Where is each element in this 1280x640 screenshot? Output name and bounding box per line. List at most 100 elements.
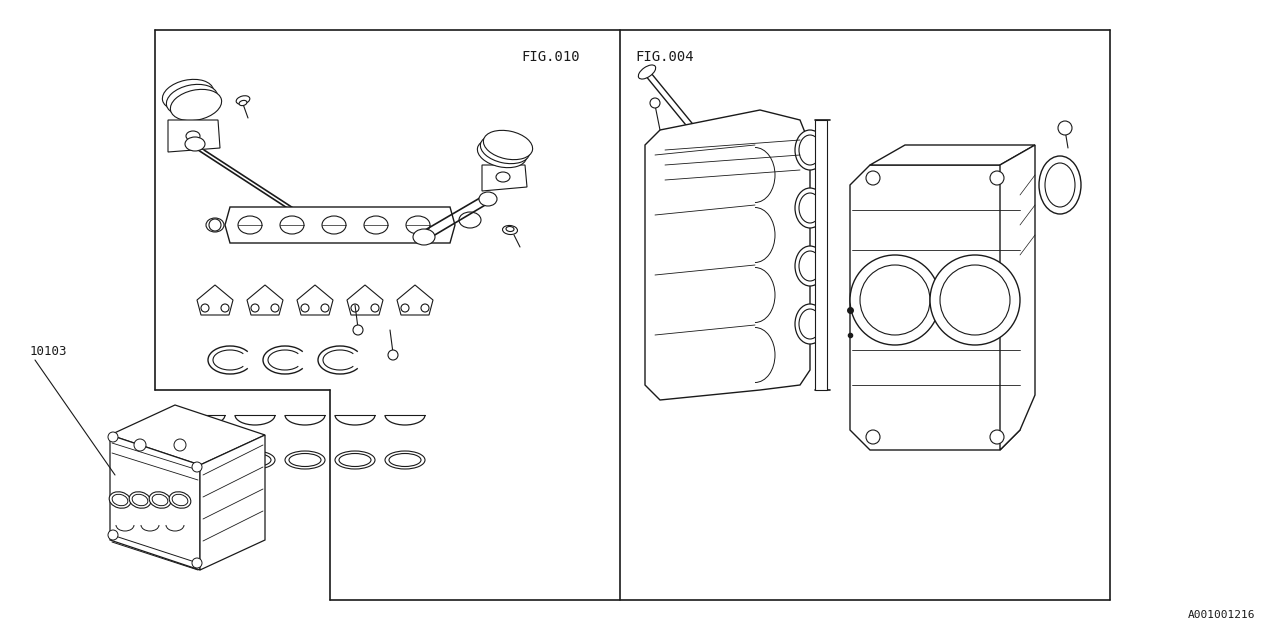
Ellipse shape [312, 215, 338, 235]
Polygon shape [247, 285, 283, 315]
Polygon shape [397, 285, 433, 315]
Ellipse shape [109, 492, 131, 508]
Circle shape [351, 304, 358, 312]
Circle shape [251, 304, 259, 312]
Text: 10103: 10103 [29, 345, 68, 358]
Ellipse shape [150, 492, 170, 508]
Ellipse shape [799, 193, 820, 223]
Ellipse shape [280, 216, 305, 234]
Ellipse shape [506, 227, 515, 232]
Ellipse shape [460, 212, 481, 228]
Polygon shape [297, 285, 333, 315]
Ellipse shape [335, 451, 375, 469]
Ellipse shape [189, 454, 221, 467]
Ellipse shape [113, 494, 128, 506]
Ellipse shape [503, 225, 517, 234]
Ellipse shape [372, 215, 398, 235]
Ellipse shape [799, 251, 820, 281]
Ellipse shape [477, 138, 526, 168]
Circle shape [1059, 121, 1073, 135]
Circle shape [650, 98, 660, 108]
Ellipse shape [479, 192, 497, 206]
Ellipse shape [206, 218, 224, 232]
Ellipse shape [323, 216, 346, 234]
Ellipse shape [289, 454, 321, 467]
Text: A001001216: A001001216 [1188, 610, 1254, 620]
Circle shape [108, 530, 118, 540]
Ellipse shape [385, 451, 425, 469]
Polygon shape [200, 435, 265, 570]
Ellipse shape [406, 216, 430, 234]
Circle shape [867, 171, 881, 185]
Ellipse shape [166, 84, 218, 116]
Ellipse shape [285, 451, 325, 469]
Circle shape [271, 304, 279, 312]
Ellipse shape [292, 209, 316, 227]
Polygon shape [110, 405, 265, 465]
Bar [815, 120, 827, 390]
Ellipse shape [480, 134, 530, 164]
Circle shape [134, 439, 146, 451]
Ellipse shape [236, 451, 275, 469]
Ellipse shape [795, 246, 826, 286]
Ellipse shape [389, 454, 421, 467]
Ellipse shape [497, 172, 509, 182]
Circle shape [931, 255, 1020, 345]
Circle shape [940, 265, 1010, 335]
Circle shape [353, 325, 364, 335]
Ellipse shape [364, 216, 388, 234]
Ellipse shape [186, 451, 225, 469]
Polygon shape [870, 145, 1036, 165]
Ellipse shape [236, 96, 250, 104]
Ellipse shape [296, 212, 312, 224]
Ellipse shape [795, 130, 826, 170]
Text: FIG.010: FIG.010 [521, 50, 580, 64]
Polygon shape [483, 165, 527, 191]
Ellipse shape [484, 131, 532, 159]
Circle shape [201, 304, 209, 312]
Circle shape [850, 255, 940, 345]
Polygon shape [241, 211, 280, 239]
Ellipse shape [799, 309, 820, 339]
Circle shape [989, 171, 1004, 185]
Ellipse shape [402, 215, 428, 235]
Ellipse shape [239, 454, 271, 467]
Ellipse shape [795, 188, 826, 228]
Polygon shape [168, 120, 220, 152]
Ellipse shape [239, 100, 247, 106]
Polygon shape [645, 110, 810, 400]
Ellipse shape [413, 229, 435, 245]
Circle shape [174, 439, 186, 451]
Polygon shape [197, 285, 233, 315]
Circle shape [989, 430, 1004, 444]
Circle shape [192, 558, 202, 568]
Circle shape [860, 265, 931, 335]
Ellipse shape [163, 79, 214, 111]
Circle shape [108, 432, 118, 442]
Ellipse shape [170, 90, 221, 120]
Circle shape [867, 430, 881, 444]
Ellipse shape [132, 494, 148, 506]
Polygon shape [110, 435, 200, 570]
Ellipse shape [186, 137, 205, 151]
Circle shape [209, 219, 221, 231]
Circle shape [388, 350, 398, 360]
Polygon shape [347, 285, 383, 315]
Ellipse shape [795, 304, 826, 344]
Circle shape [192, 462, 202, 472]
Circle shape [401, 304, 410, 312]
Ellipse shape [129, 492, 151, 508]
Circle shape [371, 304, 379, 312]
Ellipse shape [342, 215, 369, 235]
Ellipse shape [799, 135, 820, 165]
Ellipse shape [282, 215, 308, 235]
Ellipse shape [252, 215, 278, 235]
Ellipse shape [152, 494, 168, 506]
Polygon shape [225, 207, 454, 243]
Circle shape [321, 304, 329, 312]
Polygon shape [850, 165, 1020, 450]
Ellipse shape [1039, 156, 1082, 214]
Ellipse shape [639, 65, 655, 79]
Ellipse shape [1044, 163, 1075, 207]
Circle shape [421, 304, 429, 312]
